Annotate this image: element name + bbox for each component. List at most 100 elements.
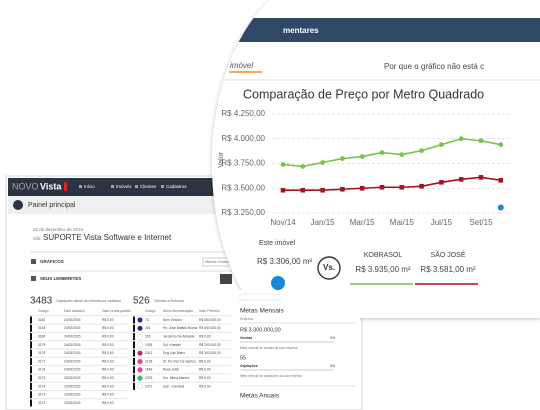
menu-item: Imóveis [116,184,132,189]
cell: R$ 540.000,00 [199,326,221,330]
goal-note: Meta mensal de vendas da sua empresa [240,346,298,350]
cell: 3181 [38,326,46,330]
goals-select [239,293,281,301]
status-dot [137,350,143,357]
point [419,148,424,154]
x-tick-label: Nov/14 [270,218,296,227]
cell: R$ 0,00 [102,326,114,330]
goal-value: 55 [240,355,246,361]
goal-note: Meta mensal de captações da sua empresa [240,374,302,378]
point [399,184,405,190]
cell: R$ 0,00 [199,359,211,363]
cell: R$ 0,00 [102,351,114,355]
goals-scope: Empresa [240,317,253,321]
cell: Eng Luis Baert [163,351,185,355]
cell: 73 [145,318,149,322]
cell: Pe. José Batista Rocha [163,326,197,330]
legend-name: Este imóvel [259,240,296,247]
versus-badge [317,256,341,280]
cell: Sol. Kuester [163,343,182,347]
x-tick-label: Mai/15 [390,218,415,227]
y-tick-label: R$ 4.250,00 [221,109,265,118]
cell: 3180 [38,334,46,338]
row-flag [30,349,32,357]
point [399,152,405,157]
cell: 3177 [38,359,46,363]
cell: R$ 0,00 [102,376,114,380]
goal-value: R$ 3.300.000,00 [240,327,281,333]
row-flag [30,341,32,349]
point [498,142,504,148]
chart-title: Comparação de Preço por Metro Quadrado [243,87,484,101]
row-flag [133,358,135,365]
band-title: mentares [283,26,319,35]
menu-item: Início [84,184,95,189]
point [458,136,464,142]
status-dot [137,375,143,381]
progress-track [240,369,334,371]
cell: R$ 0,00 [102,359,114,363]
cell: 3173 [38,393,46,397]
menu-icon [161,185,164,188]
cell: 3174 [38,384,46,388]
series-line [282,137,501,168]
point [280,162,286,167]
count: 526 [133,296,150,307]
legend-value: R$ 3.581,00 m² [420,265,475,274]
goals-heading: Metas Anuais [240,393,280,400]
y-tick-label: R$ 4.000,00 [221,134,265,143]
legend-swatch [271,276,285,290]
cell: 24/02/2015 [64,318,81,322]
cell: 24/02/2015 [64,343,81,347]
cell: 281 [145,326,151,330]
logo-a: NOVO [12,181,39,191]
point [300,164,306,169]
cell: 2371 [145,384,153,388]
goal-label: Vendas [240,336,252,340]
row-flag [30,358,32,365]
cell: Sem Vínculo [163,318,182,322]
cell: St. Pio Flor De Santos [163,359,196,363]
greeting: Olá, [33,236,41,241]
cell: 3182 [38,318,46,322]
goal-label: Captações [240,364,258,368]
cell: 23/02/2015 [64,393,81,397]
row-flag [133,341,135,349]
x-tick-label: Mar/15 [350,218,375,227]
column-header: Data cadastro [64,309,85,313]
legend-value: R$ 3.306,00 m² [257,257,312,266]
cell: 23/02/2015 [64,384,81,388]
cell: 23/02/2015 [64,376,81,380]
cell: R$ 0,00 [199,368,211,372]
point [359,154,365,159]
cell: R$ 0,00 [199,384,211,388]
goals-panel: Metas Mensais Empresa R$ 3.300.000,00 Venda… [234,290,360,408]
row-flag [30,333,32,341]
row-flag [133,316,135,324]
cell: R$ 200.000,00 [199,343,221,347]
cell: Sor. Mirna Marina [163,376,189,380]
point [280,187,286,193]
point [497,204,504,211]
help-link[interactable]: Por que o gráfico não está c [384,62,484,71]
lens-content [211,18,540,42]
row-flag [30,382,32,390]
cell: R$ 0,00 [102,401,114,405]
cell: 1926 [145,343,153,347]
point [340,156,345,161]
cell: R$ 0,00 [199,334,211,338]
cell: 2128 [145,359,153,363]
cell: 3178 [38,351,46,355]
chart: R$ 3.250,00 R$ 3.500,00 R$ 3.750,00 R$ 4.00… [221,109,512,290]
point [300,187,306,193]
cell: R$ 0,00 [102,343,114,347]
menu-item: Cadastros [166,184,187,189]
menu-icon [111,185,114,188]
page-icon [13,200,23,210]
cell: 24/02/2015 [64,359,81,363]
status-dot [137,342,143,348]
status-dot [137,366,143,373]
point [320,187,325,193]
point [439,142,444,148]
